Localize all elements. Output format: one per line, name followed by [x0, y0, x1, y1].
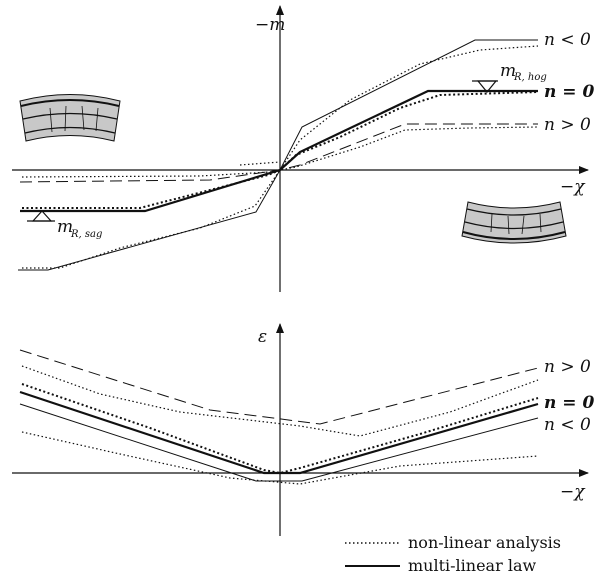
mR-hog-marker	[472, 80, 498, 93]
top-y-axis-label: −m	[255, 15, 285, 35]
hogging-ring-segment-icon	[19, 94, 121, 142]
bottom-x-axis-label: −χ	[560, 482, 586, 502]
sagging-ring-segment-icon	[461, 201, 567, 244]
top-n-zero-multilinear	[20, 89, 538, 213]
top-n-pos-multilinear	[19, 123, 538, 183]
mR-hog-subscript: R, hog	[513, 72, 547, 83]
bottom-n-neg-multilinear	[19, 403, 539, 482]
top-label-n-pos: n > 0	[544, 115, 591, 135]
bottom-n-zero-nonlinear	[21, 383, 539, 475]
legend-multilinear-label: multi-linear law	[408, 556, 536, 575]
mR-sag-marker	[27, 210, 55, 222]
top-n-zero-nonlinear	[22, 91, 539, 209]
moment-curvature-diagram: −m −χ n < 0 n = 0 n > 0 m R, hog m R, sa…	[12, 5, 594, 292]
bottom-label-n-neg: n < 0	[544, 415, 591, 435]
legend: non-linear analysis multi-linear law	[345, 533, 561, 575]
bottom-n-pos-multilinear	[19, 349, 539, 425]
strain-curvature-diagram: ε −χ n > 0 n = 0 n < 0	[12, 323, 594, 536]
top-n-neg-nonlinear	[22, 45, 539, 269]
top-label-n-neg: n < 0	[544, 30, 591, 50]
mR-sag-label: m	[57, 217, 73, 237]
bottom-y-axis-label: ε	[258, 327, 267, 347]
bottom-label-n-zero: n = 0	[544, 393, 594, 413]
mR-sag-subscript: R, sag	[70, 229, 102, 240]
bottom-n-neg-nonlinear	[21, 431, 539, 485]
mR-hog-label: m	[500, 61, 516, 81]
top-x-axis-label: −χ	[560, 177, 586, 197]
legend-nonlinear-label: non-linear analysis	[408, 533, 561, 552]
top-label-n-zero: n = 0	[544, 82, 594, 102]
bottom-n-zero-multilinear	[19, 390, 539, 475]
top-n-pos-nonlinear	[21, 126, 539, 178]
top-n-pos-nonlinear-left-tail	[239, 161, 281, 166]
bottom-label-n-pos: n > 0	[544, 357, 591, 377]
